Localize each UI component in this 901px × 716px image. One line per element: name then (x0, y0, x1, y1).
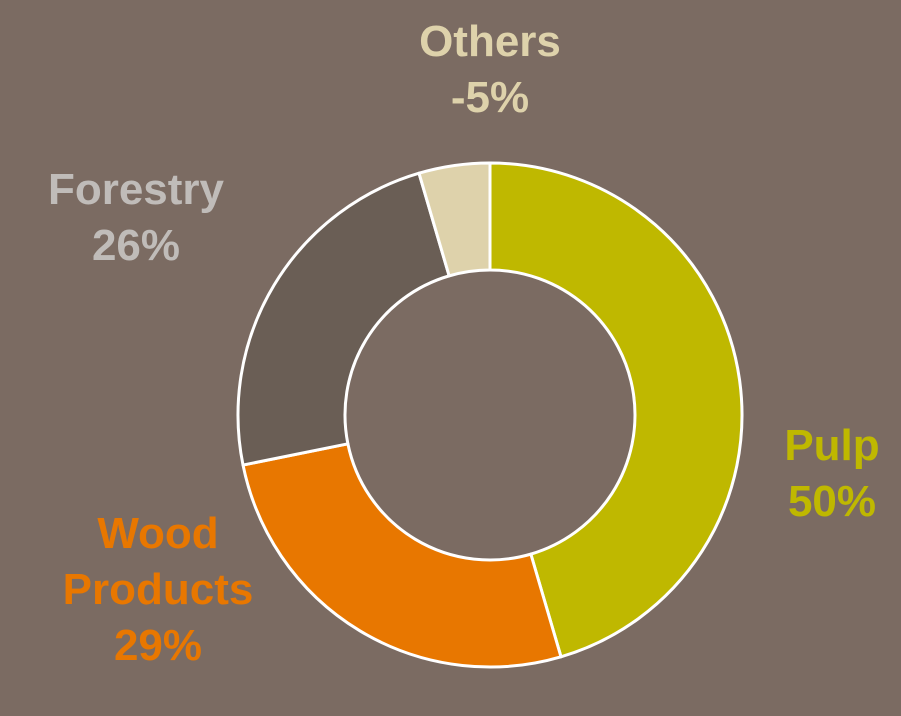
label-others-value: -5% (450, 73, 530, 122)
label-pulp: Pulp 50% (762, 418, 901, 530)
label-forestry: Forestry 26% (14, 162, 258, 274)
slice-pulp (488, 161, 744, 659)
label-wood-products: Wood Products 29% (26, 506, 290, 674)
slice-forestry (236, 171, 451, 467)
slice-others (417, 161, 492, 278)
label-pulp-name: Pulp (784, 421, 880, 470)
label-others: Others -5% (378, 14, 602, 126)
label-pulp-value: 50% (787, 477, 877, 526)
label-wood-products-name-2: Products (62, 565, 254, 614)
label-wood-products-name-1: Wood (97, 509, 219, 558)
label-others-name: Others (419, 17, 561, 66)
slice-wood-products (241, 442, 563, 669)
label-wood-products-value: 29% (113, 621, 203, 670)
label-forestry-value: 26% (91, 221, 181, 270)
label-forestry-name: Forestry (47, 165, 225, 214)
